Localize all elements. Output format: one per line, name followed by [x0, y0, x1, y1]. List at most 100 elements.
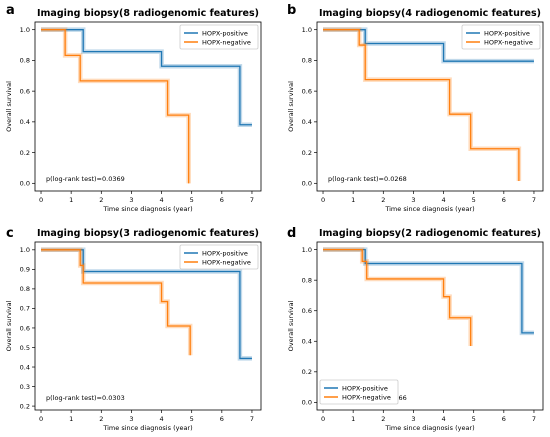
plot-frame	[316, 21, 544, 192]
x-tick-label: 6	[220, 415, 224, 423]
y-tick-label: 0.9	[20, 266, 30, 274]
x-tick-label: 0	[321, 196, 325, 204]
x-tick-label: 1	[351, 415, 355, 423]
x-tick-label: 2	[99, 196, 103, 204]
legend-box	[319, 379, 399, 405]
x-tick-label: 0	[39, 196, 43, 204]
y-tick-label: 0.8	[20, 285, 30, 293]
x-tick-label: 4	[441, 415, 445, 423]
x-tick-label: 4	[159, 196, 163, 204]
series-line-1	[323, 248, 472, 347]
x-tick-label: 6	[502, 415, 506, 423]
x-axis-label: Time since diagnosis (year)	[384, 205, 474, 213]
legend-entry: HOPX-negative	[342, 393, 391, 401]
panel-a: a Imaging biopsy(8 radiogenomic features)…	[5, 3, 262, 213]
y-tick-label: 0.0	[302, 399, 312, 407]
x-tick-label: 0	[321, 415, 325, 423]
x-tick-label: 3	[411, 196, 415, 204]
y-tick-label: 0.2	[302, 149, 312, 157]
panel-letter: c	[6, 226, 14, 241]
chart-title: Imaging biopsy(8 radiogenomic features)	[37, 8, 259, 19]
legend-entry: HOPX-negative	[202, 38, 251, 46]
plot-frame	[316, 241, 544, 411]
logrank-annotation: p(log-rank test)=0.0303	[46, 394, 125, 402]
x-tick-label: 7	[250, 415, 254, 423]
panel-d: d Imaging biopsy(2 radiogenomic features)…	[287, 226, 544, 432]
y-tick-label: 0.8	[302, 57, 312, 65]
x-tick-label: 5	[472, 415, 476, 423]
y-tick-label: 0.8	[302, 276, 312, 284]
x-tick-label: 4	[441, 196, 445, 204]
y-tick-label: 0.5	[20, 344, 30, 352]
legend-box	[461, 24, 541, 50]
y-tick-label: 0.7	[20, 305, 30, 313]
y-axis-label: Overall survival	[5, 81, 13, 132]
y-tick-label: 1.0	[20, 246, 30, 254]
y-tick-label: 0.4	[20, 363, 30, 371]
x-tick-label: 6	[220, 196, 224, 204]
x-tick-label: 1	[69, 196, 73, 204]
panel-letter: b	[287, 3, 296, 18]
series-line-1	[323, 29, 520, 182]
y-tick-label: 1.0	[302, 246, 312, 254]
x-axis-label: Time since diagnosis (year)	[102, 205, 192, 213]
y-tick-label: 0.8	[20, 57, 30, 65]
x-tick-label: 2	[381, 196, 385, 204]
series-line-1	[41, 29, 190, 184]
y-tick-label: 0.2	[20, 402, 30, 410]
logrank-annotation: p(log-rank test)=0.0268	[328, 175, 407, 183]
legend-box	[179, 244, 259, 270]
x-tick-label: 2	[99, 415, 103, 423]
x-tick-label: 1	[69, 415, 73, 423]
series-band-1	[323, 27, 522, 182]
y-tick-label: 1.0	[20, 26, 30, 34]
series-line-1	[41, 249, 191, 356]
x-tick-label: 5	[472, 196, 476, 204]
x-tick-label: 6	[502, 196, 506, 204]
legend-entry: HOPX-positive	[484, 29, 530, 37]
y-tick-label: 0.3	[20, 383, 30, 391]
y-tick-label: 1.0	[302, 26, 312, 34]
panel-c: c Imaging biopsy(3 radiogenomic features)…	[5, 226, 262, 432]
y-tick-label: 0.4	[302, 118, 312, 126]
x-tick-label: 0	[39, 415, 43, 423]
y-tick-label: 0.4	[20, 118, 30, 126]
y-axis-label: Overall survival	[5, 300, 13, 351]
y-axis-label: Overall survival	[287, 300, 295, 351]
y-tick-label: 0.0	[20, 180, 30, 188]
x-tick-label: 4	[159, 415, 163, 423]
legend-entry: HOPX-positive	[202, 29, 248, 37]
y-tick-label: 0.6	[302, 307, 312, 315]
y-tick-label: 0.2	[302, 368, 312, 376]
x-tick-label: 5	[190, 196, 194, 204]
y-tick-label: 0.6	[20, 87, 30, 95]
legend-box	[179, 24, 259, 50]
x-tick-label: 1	[351, 196, 355, 204]
y-tick-label: 0.6	[20, 324, 30, 332]
x-tick-label: 5	[190, 415, 194, 423]
chart-title: Imaging biopsy(2 radiogenomic features)	[319, 228, 541, 239]
chart-title: Imaging biopsy(3 radiogenomic features)	[37, 228, 259, 239]
x-axis-label: Time since diagnosis (year)	[102, 424, 192, 432]
y-tick-label: 0.0	[302, 180, 312, 188]
x-tick-label: 7	[532, 196, 536, 204]
x-tick-label: 7	[250, 196, 254, 204]
panel-b: b Imaging biopsy(4 radiogenomic features)…	[287, 3, 544, 213]
y-tick-label: 0.6	[302, 87, 312, 95]
panel-letter: a	[6, 3, 15, 18]
y-tick-label: 0.2	[20, 149, 30, 157]
plot-frame	[34, 21, 262, 192]
logrank-annotation: p(log-rank test)=0.0369	[46, 175, 125, 183]
legend-entry: HOPX-negative	[484, 38, 533, 46]
series-line-0	[41, 29, 252, 126]
plot-frame	[34, 241, 262, 411]
y-tick-label: 0.4	[302, 338, 312, 346]
y-axis-label: Overall survival	[287, 81, 295, 132]
panel-letter: d	[287, 226, 296, 241]
x-tick-label: 2	[381, 415, 385, 423]
legend-entry: HOPX-positive	[202, 249, 248, 257]
x-tick-label: 7	[532, 415, 536, 423]
x-tick-label: 3	[129, 196, 133, 204]
x-tick-label: 3	[411, 415, 415, 423]
